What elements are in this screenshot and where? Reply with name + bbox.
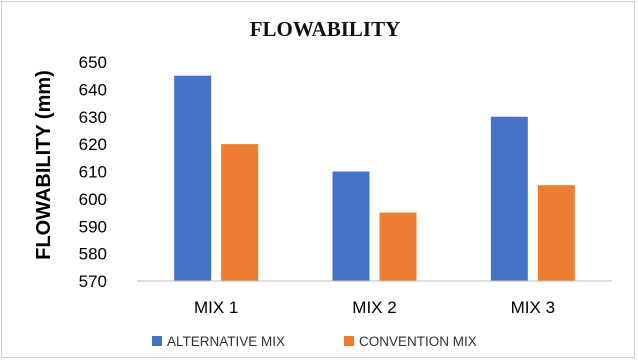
y-tick-label: 650 [79,53,107,72]
bar-convention-1 [221,144,259,281]
legend-swatch-convention [344,336,354,346]
y-tick-label: 600 [79,190,107,209]
legend-label-convention: CONVENTION MIX [359,334,477,349]
y-tick-label: 580 [79,245,107,264]
bars [174,75,575,281]
y-tick-label: 610 [79,163,107,182]
y-tick-label: 640 [79,80,107,99]
y-tick-label: 570 [79,272,107,291]
y-axis-ticks: 570 580 590 600 610 620 630 640 650 [79,53,107,291]
bar-alternative-2 [332,171,370,281]
x-tick-label: MIX 3 [511,298,555,317]
bar-convention-3 [537,185,575,281]
y-axis-label: FLOWABILITY (mm) [33,70,55,260]
bar-convention-2 [379,212,417,281]
bar-alternative-1 [174,75,212,281]
bar-alternative-3 [490,116,528,281]
legend-label-alternative: ALTERNATIVE MIX [167,334,285,349]
legend-swatch-alternative [152,336,162,346]
x-tick-label: MIX 1 [194,298,238,317]
chart-title: FLOWABILITY [250,17,401,41]
legend: ALTERNATIVE MIX CONVENTION MIX [152,334,477,349]
y-tick-label: 620 [79,135,107,154]
x-tick-label: MIX 2 [352,298,396,317]
x-axis-ticks: MIX 1 MIX 2 MIX 3 [194,298,555,317]
y-tick-label: 590 [79,217,107,236]
y-tick-label: 630 [79,108,107,127]
